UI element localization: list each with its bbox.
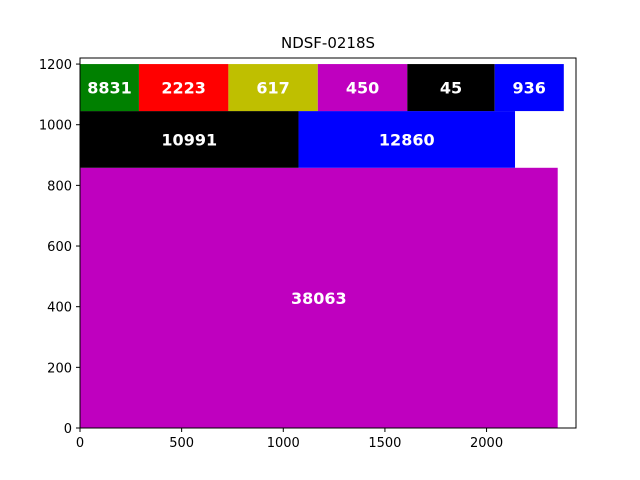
block-label: 8831 xyxy=(87,79,132,98)
block-label: 45 xyxy=(440,79,462,98)
block-label: 38063 xyxy=(291,289,347,308)
block-label: 617 xyxy=(256,79,289,98)
y-tick-label: 600 xyxy=(47,240,72,255)
plot-area: 38063 10991 12860 8831 2223 617 450 45 936 xyxy=(80,64,564,429)
x-tick-label: 2000 xyxy=(470,436,503,451)
y-tick-label: 200 xyxy=(47,361,72,376)
x-tick-label: 500 xyxy=(169,436,194,451)
block-label: 2223 xyxy=(161,79,206,98)
block-label: 10991 xyxy=(161,130,217,149)
block-rect xyxy=(80,167,558,429)
x-tick-label: 0 xyxy=(76,436,84,451)
block-rect xyxy=(228,64,318,112)
block-rect xyxy=(407,64,495,112)
block-label: 936 xyxy=(513,79,546,98)
x-tick-label: 1000 xyxy=(267,436,300,451)
chart-title: NDSF-0218S xyxy=(281,34,375,52)
y-tick-label: 1000 xyxy=(39,119,72,134)
block-rect xyxy=(138,64,229,112)
block-label: 450 xyxy=(346,79,379,98)
block-rect xyxy=(494,64,564,112)
block-rect xyxy=(80,111,299,168)
block-rect xyxy=(80,64,139,112)
y-tick-label: 1200 xyxy=(39,58,72,73)
x-tick-label: 1500 xyxy=(368,436,401,451)
y-tick-label: 0 xyxy=(64,422,72,437)
y-tick-label: 800 xyxy=(47,179,72,194)
y-tick-label: 400 xyxy=(47,301,72,316)
x-axis: 0 500 1000 1500 2000 xyxy=(76,428,503,451)
block-rect xyxy=(298,111,516,168)
y-axis: 0 200 400 600 800 1000 1200 xyxy=(39,58,80,437)
axes-frame xyxy=(79,57,577,429)
block-label: 12860 xyxy=(379,130,435,149)
block-rect xyxy=(317,64,408,112)
